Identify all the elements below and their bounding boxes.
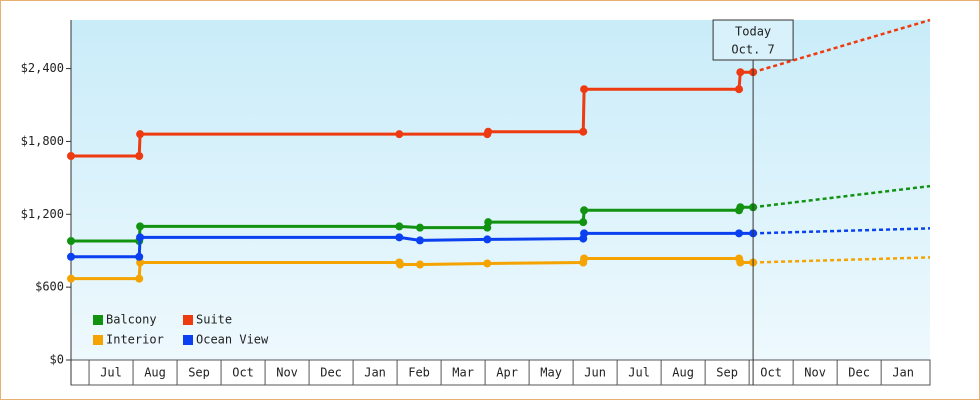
point [135,152,144,160]
point [395,130,404,139]
x-tick-label: Aug [144,366,166,380]
x-tick-label: Feb [408,366,430,380]
point [735,229,744,238]
x-tick-label: May [540,366,562,380]
point [135,274,144,283]
point [136,222,145,231]
today-box [712,19,794,61]
point [415,223,424,232]
point [396,260,405,269]
point [67,274,75,283]
series-line [71,231,754,259]
today-label: Today [735,25,771,39]
point [483,259,492,268]
point [484,218,493,227]
x-tick-label: Mar [452,366,474,380]
legend-swatch [183,335,193,345]
x-tick-label: Jan [892,366,914,380]
x-tick-label: Sep [188,366,210,380]
point [136,130,145,139]
point [579,127,588,136]
legend-swatch [183,315,193,325]
legend-label: Ocean View [196,333,269,347]
x-tick-label: Jul [100,366,122,380]
x-tick-label: Nov [276,366,298,380]
point [395,222,404,231]
projection-line [752,184,931,209]
point [135,252,144,261]
point [736,68,745,77]
point [136,233,145,242]
x-tick-label: Jul [628,366,650,380]
point [67,152,75,160]
legend-label: Interior [106,333,164,347]
point [415,260,424,269]
legend-label: Balcony [106,313,157,327]
x-tick-label: Nov [804,366,826,380]
point [579,218,588,227]
point [67,237,75,245]
point [736,258,745,267]
point [483,235,492,244]
point [736,203,745,212]
x-tick-label: Apr [496,366,518,380]
x-tick-label: Dec [848,366,870,380]
x-tick-label: Jun [584,366,606,380]
point [580,85,589,94]
y-tick-label: $2,400 [21,61,64,75]
x-tick-label: Jan [364,366,386,380]
legend-swatch [93,315,103,325]
projection-line [753,227,931,235]
y-tick-label: $0 [50,353,64,367]
y-tick-label: $1,800 [21,134,64,148]
x-tick-label: Sep [716,366,738,380]
projection-line [753,256,931,264]
x-tick-label: Oct [232,366,254,380]
point [484,127,493,136]
y-tick-label: $1,200 [21,207,64,221]
x-tick-label: Dec [320,366,342,380]
point [735,85,744,94]
x-tick-label: Oct [760,366,782,380]
point [395,233,404,242]
plot-area [71,20,930,360]
projection-line [752,18,931,74]
legend-swatch [93,335,103,345]
x-axis-strip [70,359,931,386]
y-tick-label: $600 [35,280,64,294]
today-label: Oct. 7 [731,43,774,57]
point [67,252,75,261]
point [415,236,424,245]
legend-label: Suite [196,313,232,327]
point [580,229,589,238]
point [580,206,589,215]
point [580,254,589,263]
x-tick-label: Aug [672,366,694,380]
